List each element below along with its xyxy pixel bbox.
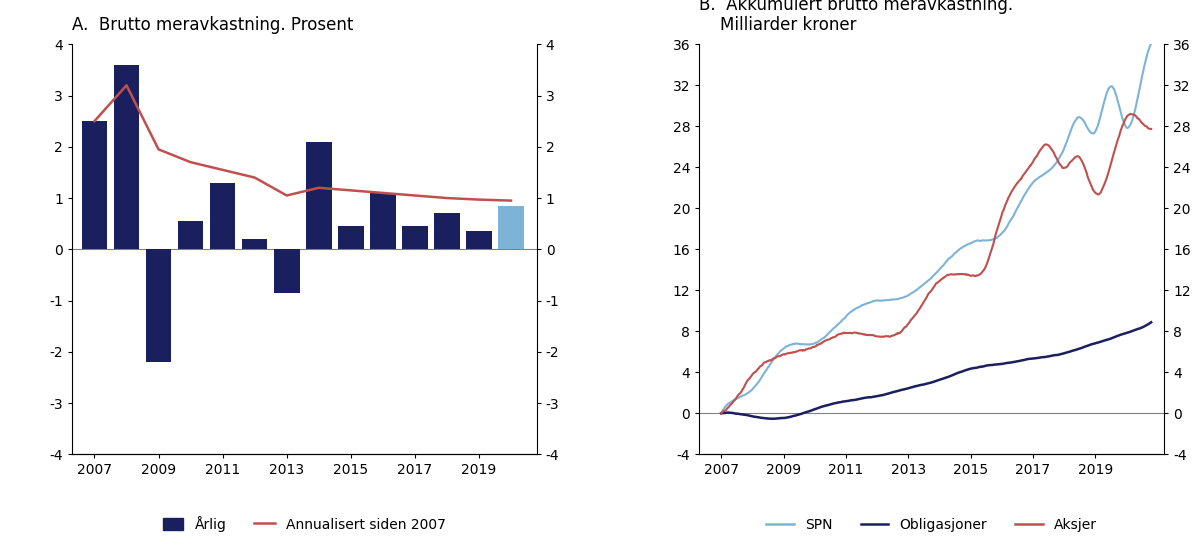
Text: B.  Akkumulert brutto meravkastning.
    Milliarder kroner: B. Akkumulert brutto meravkastning. Mill… (700, 0, 1014, 34)
Bar (82, 121, 107, 249)
Bar (434, 213, 460, 249)
Bar (274, 249, 300, 293)
Text: A.  Brutto meravkastning. Prosent: A. Brutto meravkastning. Prosent (72, 17, 353, 34)
Bar (114, 65, 139, 249)
Bar (178, 221, 203, 249)
Legend: Årlig, Annualisert siden 2007: Årlig, Annualisert siden 2007 (157, 510, 451, 537)
Bar (338, 226, 364, 249)
Bar (370, 193, 396, 249)
Bar (402, 226, 427, 249)
Bar (145, 249, 172, 362)
Bar (210, 183, 235, 249)
Bar (306, 142, 331, 249)
Bar (466, 232, 492, 249)
Bar (498, 206, 524, 249)
Legend: SPN, Obligasjoner, Aksjer: SPN, Obligasjoner, Aksjer (761, 512, 1103, 537)
Bar (242, 239, 268, 249)
